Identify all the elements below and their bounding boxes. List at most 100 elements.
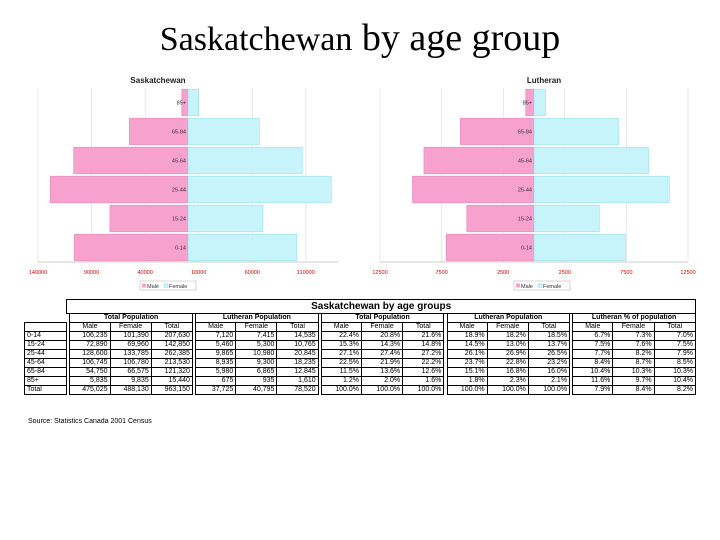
table-cell: 12,845: [276, 367, 319, 377]
legend-label-male: Male: [147, 284, 159, 290]
table-cell: 142,850: [150, 340, 193, 350]
x-tick-label: 60000: [245, 270, 260, 276]
table-cell: 207,630: [150, 331, 193, 341]
table-cell: 15.3%: [320, 340, 362, 350]
table-cell: 11.5%: [320, 367, 362, 377]
table-cell: 488,130: [109, 385, 152, 395]
sub-header: Female: [612, 322, 655, 332]
group-header: Total Population: [320, 313, 445, 323]
table-cell: 10.3%: [612, 367, 655, 377]
bar-female-0-14: [533, 233, 626, 262]
chart-title: Saskatchewan: [130, 76, 185, 85]
table-cell: 2.3%: [486, 376, 529, 386]
table-cell: 106,745: [69, 358, 111, 368]
table-cell: 7.9%: [653, 349, 697, 359]
bar-female-85+: [187, 88, 199, 117]
table-cell: 18.2%: [486, 331, 529, 341]
sub-header: Female: [109, 322, 152, 332]
x-tick-label: 12500: [680, 270, 695, 276]
bar-female-85+: [533, 88, 546, 117]
sub-header: Total: [653, 322, 697, 332]
table-cell: 26.1%: [446, 349, 488, 359]
table-cell: 106,780: [109, 358, 152, 368]
pyramid-chart-2: Lutheran 0-14 15-24 25-44 45-64 65-84 85+ 12500…: [372, 76, 696, 291]
table-cell: 7.3%: [612, 331, 655, 341]
table-cell: 10,980: [235, 349, 278, 359]
table-cell: 262,385: [150, 349, 193, 359]
bar-male-25-44: [49, 175, 189, 204]
table-cell: 1.6%: [402, 376, 445, 386]
table-cell: 100.0%: [527, 385, 571, 395]
table-cell: 14,535: [276, 331, 319, 341]
x-tick-label: 10000: [191, 270, 206, 276]
x-tick-label: 2500: [559, 270, 571, 276]
table-cell: 72,890: [69, 340, 111, 350]
row-label: 45-64: [23, 358, 68, 368]
row-label: Total: [23, 385, 68, 395]
table-cell: 27.1%: [320, 349, 362, 359]
table-cell: 6,865: [235, 367, 278, 377]
group-header: Lutheran Population: [446, 313, 571, 323]
bar-male-0-14: [73, 233, 189, 262]
table-cell: 8,935: [195, 358, 237, 368]
table-cell: 7.7%: [572, 349, 614, 359]
table-cell: 78,520: [276, 385, 319, 395]
legend-swatch-female: [537, 283, 543, 288]
table-cell: 18.5%: [527, 331, 571, 341]
table-cell: 20,845: [276, 349, 319, 359]
table-cell: 7.5%: [653, 340, 697, 350]
table-cell: 16.0%: [527, 367, 571, 377]
table-cell: 10,765: [276, 340, 319, 350]
table-cell: 27.2%: [402, 349, 445, 359]
table-cell: 133,785: [109, 349, 152, 359]
sub-header: Female: [486, 322, 529, 332]
table-cell: 5,980: [195, 367, 237, 377]
bar-female-15-24: [187, 204, 264, 233]
category-label: 85+: [523, 101, 532, 107]
table-cell: 7.6%: [612, 340, 655, 350]
x-tick-label: 140000: [29, 270, 47, 276]
category-label: 85+: [177, 101, 186, 107]
table-cell: 675: [195, 376, 237, 386]
category-label: 15-24: [172, 217, 186, 223]
bar-male-25-44: [412, 175, 535, 204]
row-label: 15-24: [23, 340, 68, 350]
bar-female-0-14: [187, 233, 297, 262]
table-cell: 15.1%: [446, 367, 488, 377]
table-cell: 14.8%: [402, 340, 445, 350]
category-label: 25-44: [172, 188, 186, 194]
table-cell: 100.0%: [446, 385, 488, 395]
bar-female-65-84: [187, 117, 260, 146]
bar-male-15-24: [466, 204, 535, 233]
table-cell: 100.0%: [486, 385, 529, 395]
table-cell: 8.4%: [612, 385, 655, 395]
table-cell: 100.0%: [360, 385, 404, 395]
table-cell: 7.9%: [572, 385, 614, 395]
sub-header: Total: [150, 322, 193, 332]
table-cell: 10.4%: [653, 376, 697, 386]
legend-label-female: Female: [169, 284, 187, 290]
table-cell: 935: [235, 376, 278, 386]
category-label: 45-64: [172, 159, 186, 165]
table-cell: 21.9%: [360, 358, 404, 368]
table-cell: 26.9%: [486, 349, 529, 359]
legend-label-male: Male: [521, 284, 533, 290]
table-cell: 8.5%: [653, 358, 697, 368]
x-tick-label: 7500: [435, 270, 447, 276]
sub-header: Male: [572, 322, 614, 332]
table-cell: 27.4%: [360, 349, 404, 359]
sub-header: Male: [446, 322, 488, 332]
table-cell: 16.8%: [486, 367, 529, 377]
table-corner: [25, 314, 67, 323]
x-tick-label: 110000: [297, 270, 315, 276]
table-cell: 18,235: [276, 358, 319, 368]
table-cell: 101,390: [109, 331, 152, 341]
table-row: Total 475,025 488,130 963,150 37,725 40,795 78…: [23, 385, 697, 395]
table-cell: 475,025: [69, 385, 111, 395]
table-cell: 6.7%: [572, 331, 614, 341]
group-header: Lutheran Population: [195, 313, 319, 323]
sub-header: Female: [235, 322, 278, 332]
table-cell: 13.7%: [527, 340, 571, 350]
table-cell: 5,460: [195, 340, 237, 350]
table-cell: 9,300: [235, 358, 278, 368]
